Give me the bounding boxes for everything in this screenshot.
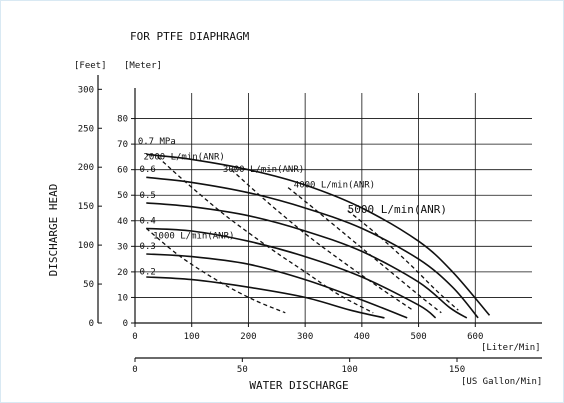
y-meter-tick-label: 50 bbox=[117, 191, 128, 201]
y-meter-tick-label: 0 bbox=[123, 319, 128, 329]
series-label: 2000 L/min(ANR) bbox=[144, 152, 225, 162]
plot-area: 0 10 20 30 40 50 60 70 80 0 50 100 150 200 250 300 0 100 2… bbox=[78, 75, 542, 375]
y-meter-tick-label: 30 bbox=[117, 242, 128, 252]
y-axis-label: DISCHARGE HEAD bbox=[47, 184, 60, 277]
air-consumption-curve bbox=[287, 187, 442, 314]
x-tick-label: 200 bbox=[240, 332, 256, 342]
air-consumption-curve bbox=[347, 210, 459, 311]
x2-tick-label: 0 bbox=[132, 365, 137, 375]
pressure-curve bbox=[146, 176, 479, 319]
y-meter-tick-label: 20 bbox=[117, 268, 128, 278]
x2-tick-label: 50 bbox=[237, 365, 248, 375]
x-tick-label: 100 bbox=[184, 332, 200, 342]
pressure-curve bbox=[146, 153, 491, 316]
x-unit-secondary: [US Gallon/Min] bbox=[461, 377, 542, 387]
y-feet-tick-label: 200 bbox=[78, 163, 94, 173]
y-meter-tick-label: 40 bbox=[117, 217, 128, 227]
x-tick-label: 400 bbox=[354, 332, 370, 342]
y-meter-tick-label: 60 bbox=[117, 166, 128, 176]
y-unit-left: [Feet] bbox=[74, 61, 107, 71]
x-tick-label: 600 bbox=[467, 332, 483, 342]
x-unit-primary: [Liter/Min] bbox=[481, 343, 541, 353]
y-feet-tick-label: 0 bbox=[89, 319, 94, 329]
y-meter-tick-label: 70 bbox=[117, 140, 128, 150]
air-consumption-curve bbox=[145, 227, 286, 314]
y-feet-tick-label: 300 bbox=[78, 85, 94, 95]
x2-tick-label: 100 bbox=[342, 365, 358, 375]
y-meter-tick-label: 10 bbox=[117, 293, 128, 303]
series-label: 0.3 bbox=[140, 242, 156, 252]
series-label: 0.6 bbox=[140, 165, 156, 175]
x-tick-label: 500 bbox=[410, 332, 426, 342]
series-label: 4000 L/min(ANR) bbox=[294, 181, 375, 191]
pressure-curve bbox=[146, 227, 437, 319]
chart-title: FOR PTFE DIAPHRAGM bbox=[130, 30, 250, 43]
x-axis-label: WATER DISCHARGE bbox=[249, 379, 348, 392]
series-label: 3000 L/min(ANR) bbox=[223, 165, 304, 175]
y-meter-tick-label: 80 bbox=[117, 115, 128, 125]
y-unit-right: [Meter] bbox=[124, 61, 162, 71]
x-tick-label: 300 bbox=[297, 332, 313, 342]
y-feet-tick-label: 100 bbox=[78, 241, 94, 251]
series-label: 0.7 MPa bbox=[138, 137, 176, 147]
pressure-curve bbox=[146, 202, 468, 319]
series-label: 5000 L/min(ANR) bbox=[348, 203, 447, 216]
series-label: 0.5 bbox=[140, 191, 156, 201]
air-consumption-curve bbox=[157, 156, 374, 314]
y-feet-tick-label: 250 bbox=[78, 124, 94, 134]
pressure-curve bbox=[146, 253, 408, 319]
series-label: 1000 L/min(ANR) bbox=[153, 232, 234, 242]
air-consumption-curve bbox=[230, 169, 414, 311]
series-label: 0.2 bbox=[140, 267, 156, 277]
series-label: 0.4 bbox=[140, 216, 156, 226]
x2-tick-label: 150 bbox=[449, 365, 465, 375]
y-feet-tick-label: 150 bbox=[78, 202, 94, 212]
pressure-curve bbox=[146, 276, 385, 319]
y-feet-tick-label: 50 bbox=[83, 280, 94, 290]
x-tick-label: 0 bbox=[132, 332, 137, 342]
